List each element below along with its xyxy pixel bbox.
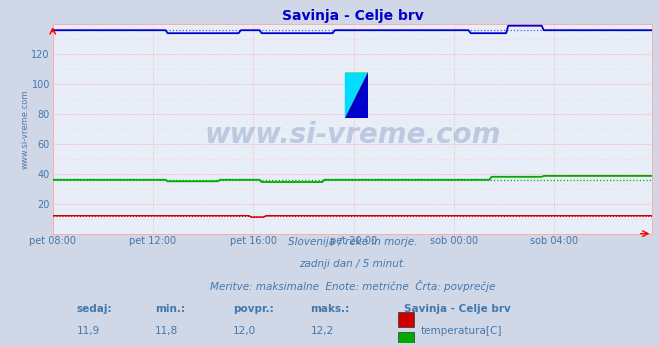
Text: 12,0: 12,0 (233, 326, 256, 336)
Text: min.:: min.: (155, 304, 185, 315)
Text: Meritve: maksimalne  Enote: metrične  Črta: povprečje: Meritve: maksimalne Enote: metrične Črta… (210, 281, 496, 292)
Text: 11,8: 11,8 (155, 326, 178, 336)
Text: sedaj:: sedaj: (76, 304, 112, 315)
FancyBboxPatch shape (397, 332, 415, 346)
Text: maks.:: maks.: (310, 304, 350, 315)
FancyBboxPatch shape (345, 72, 368, 118)
FancyBboxPatch shape (397, 312, 415, 327)
Polygon shape (345, 72, 368, 118)
Text: 12,2: 12,2 (310, 326, 334, 336)
Text: temperatura[C]: temperatura[C] (420, 326, 502, 336)
Polygon shape (345, 72, 368, 118)
Text: Savinja - Celje brv: Savinja - Celje brv (403, 304, 510, 315)
Title: Savinja - Celje brv: Savinja - Celje brv (281, 9, 424, 23)
Text: Slovenija / reke in morje.: Slovenija / reke in morje. (288, 237, 417, 247)
Y-axis label: www.si-vreme.com: www.si-vreme.com (21, 89, 30, 169)
Text: povpr.:: povpr.: (233, 304, 273, 315)
Text: zadnji dan / 5 minut.: zadnji dan / 5 minut. (299, 259, 406, 269)
Text: 11,9: 11,9 (76, 326, 100, 336)
Text: www.si-vreme.com: www.si-vreme.com (204, 121, 501, 149)
